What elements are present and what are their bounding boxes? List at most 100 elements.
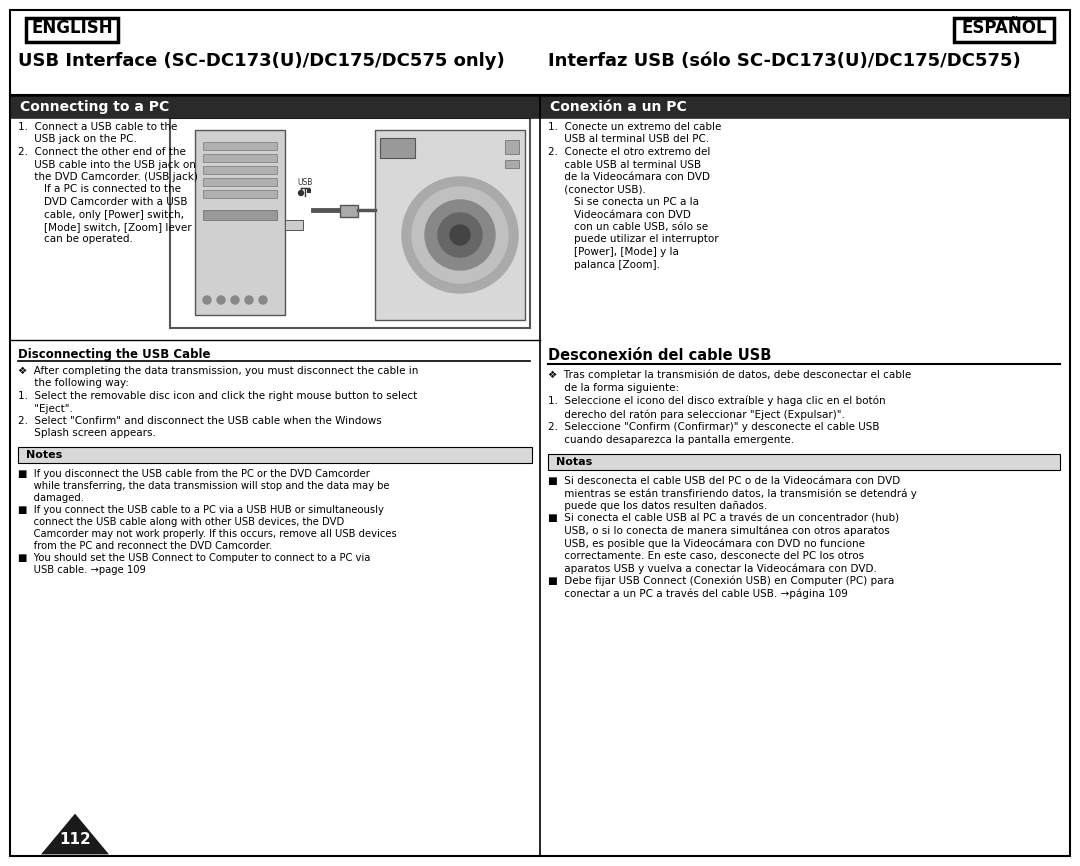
Bar (10, 96, 540, 118)
Text: Camcorder may not work properly. If this occurs, remove all USB devices: Camcorder may not work properly. If this… (18, 529, 396, 539)
Bar (203, 166, 276, 174)
Text: connect the USB cable along with other USB devices, the DVD: connect the USB cable along with other U… (18, 517, 345, 527)
Bar (203, 210, 276, 220)
Circle shape (411, 187, 508, 283)
Text: ESPAÑOL: ESPAÑOL (961, 19, 1047, 37)
Circle shape (298, 191, 303, 196)
Text: cable, only [Power] switch,: cable, only [Power] switch, (18, 210, 184, 219)
Text: Interfaz USB (sólo SC-DC173(U)/DC175/DC575): Interfaz USB (sólo SC-DC173(U)/DC175/DC5… (548, 52, 1021, 70)
Text: cable USB al terminal USB: cable USB al terminal USB (548, 159, 701, 170)
Bar (375, 130, 525, 320)
Text: USB jack on the PC.: USB jack on the PC. (18, 134, 137, 145)
Polygon shape (41, 813, 109, 855)
Bar (203, 154, 276, 162)
Text: (conector USB).: (conector USB). (548, 184, 646, 195)
Circle shape (259, 296, 267, 304)
Bar (548, 454, 1059, 470)
Text: while transferring, the data transmission will stop and the data may be: while transferring, the data transmissio… (18, 481, 390, 491)
Bar (954, 18, 1054, 42)
Bar (380, 138, 415, 158)
Text: aparatos USB y vuelva a conectar la Videocámara con DVD.: aparatos USB y vuelva a conectar la Vide… (548, 564, 877, 574)
Bar (340, 205, 357, 217)
Bar (203, 178, 276, 186)
Text: [Mode] switch, [Zoom] lever: [Mode] switch, [Zoom] lever (18, 222, 191, 232)
Text: 112: 112 (59, 831, 91, 847)
Circle shape (426, 200, 495, 270)
Text: If a PC is connected to the: If a PC is connected to the (18, 184, 181, 195)
Circle shape (231, 296, 239, 304)
Text: ■  If you disconnect the USB cable from the PC or the DVD Camcorder: ■ If you disconnect the USB cable from t… (18, 469, 369, 479)
Text: ❖  After completing the data transmission, you must disconnect the cable in: ❖ After completing the data transmission… (18, 366, 418, 376)
Text: de la forma siguiente:: de la forma siguiente: (548, 383, 679, 393)
Circle shape (245, 296, 253, 304)
Bar (285, 220, 303, 230)
Text: 2.  Connect the other end of the: 2. Connect the other end of the (18, 147, 186, 157)
Text: 1.  Connect a USB cable to the: 1. Connect a USB cable to the (18, 122, 177, 132)
Bar (195, 130, 285, 315)
Text: can be operated.: can be operated. (18, 235, 133, 244)
Text: puede que los datos resulten dañados.: puede que los datos resulten dañados. (548, 501, 767, 511)
Text: palanca [Zoom].: palanca [Zoom]. (548, 260, 660, 269)
Text: correctamente. En este caso, desconecte del PC los otros: correctamente. En este caso, desconecte … (548, 551, 864, 561)
Circle shape (438, 213, 482, 257)
Text: USB: USB (297, 178, 313, 187)
Text: the DVD Camcorder. (USB jack): the DVD Camcorder. (USB jack) (18, 172, 198, 182)
Text: 1.  Select the removable disc icon and click the right mouse button to select: 1. Select the removable disc icon and cl… (18, 391, 417, 401)
Text: USB cable. →page 109: USB cable. →page 109 (18, 565, 146, 575)
Text: USB cable into the USB jack on: USB cable into the USB jack on (18, 159, 195, 170)
Text: Si se conecta un PC a la: Si se conecta un PC a la (548, 197, 699, 207)
Text: ■  Si desconecta el cable USB del PC o de la Videocámara con DVD: ■ Si desconecta el cable USB del PC o de… (548, 476, 901, 486)
Text: "Eject".: "Eject". (18, 404, 72, 413)
Text: Desconexión del cable USB: Desconexión del cable USB (548, 348, 771, 363)
Bar (18, 447, 532, 463)
Text: Disconnecting the USB Cable: Disconnecting the USB Cable (18, 348, 211, 361)
Text: conectar a un PC a través del cable USB. →página 109: conectar a un PC a través del cable USB.… (548, 589, 848, 599)
Text: Splash screen appears.: Splash screen appears. (18, 429, 156, 438)
Text: 2.  Select "Confirm" and disconnect the USB cable when the Windows: 2. Select "Confirm" and disconnect the U… (18, 416, 381, 426)
Bar (307, 189, 311, 193)
Circle shape (402, 177, 518, 293)
Text: cuando desaparezca la pantalla emergente.: cuando desaparezca la pantalla emergente… (548, 435, 794, 445)
Text: the following way:: the following way: (18, 378, 129, 389)
Text: ■  Debe fijar USB Connect (Conexión USB) en Computer (PC) para: ■ Debe fijar USB Connect (Conexión USB) … (548, 576, 894, 586)
Bar (203, 142, 276, 150)
Text: Connecting to a PC: Connecting to a PC (21, 100, 170, 114)
Text: 1.  Conecte un extremo del cable: 1. Conecte un extremo del cable (548, 122, 721, 132)
Bar (505, 140, 519, 154)
Text: Videocámara con DVD: Videocámara con DVD (548, 210, 691, 219)
Text: Notas: Notas (556, 457, 592, 467)
Text: damaged.: damaged. (18, 493, 84, 503)
Text: ENGLISH: ENGLISH (31, 19, 112, 37)
Text: from the PC and reconnect the DVD Camcorder.: from the PC and reconnect the DVD Camcor… (18, 541, 272, 551)
Bar (170, 118, 530, 328)
Text: ■  If you connect the USB cable to a PC via a USB HUB or simultaneously: ■ If you connect the USB cable to a PC v… (18, 505, 383, 515)
Bar (540, 96, 1070, 118)
Text: USB, es posible que la Videocámara con DVD no funcione: USB, es posible que la Videocámara con D… (548, 539, 865, 549)
Text: ❖  Tras completar la transmisión de datos, debe desconectar el cable: ❖ Tras completar la transmisión de datos… (548, 370, 912, 380)
Bar (10, 96, 540, 118)
Text: ■  You should set the USB Connect to Computer to connect to a PC via: ■ You should set the USB Connect to Comp… (18, 553, 370, 563)
Text: 2.  Conecte el otro extremo del: 2. Conecte el otro extremo del (548, 147, 711, 157)
Text: de la Videocámara con DVD: de la Videocámara con DVD (548, 172, 710, 182)
Text: USB Interface (SC-DC173(U)/DC175/DC575 only): USB Interface (SC-DC173(U)/DC175/DC575 o… (18, 52, 504, 70)
Text: Notes: Notes (26, 450, 63, 460)
Text: con un cable USB, sólo se: con un cable USB, sólo se (548, 222, 708, 232)
Text: Conexión a un PC: Conexión a un PC (550, 100, 687, 114)
Text: puede utilizar el interruptor: puede utilizar el interruptor (548, 235, 718, 244)
Circle shape (450, 225, 470, 245)
Text: ■  Si conecta el cable USB al PC a través de un concentrador (hub): ■ Si conecta el cable USB al PC a través… (548, 514, 900, 524)
Bar (540, 96, 1070, 118)
Bar (203, 190, 276, 198)
Text: 2.  Seleccione "Confirm (Confirmar)" y desconecte el cable USB: 2. Seleccione "Confirm (Confirmar)" y de… (548, 422, 879, 432)
Bar (505, 160, 519, 168)
Text: DVD Camcorder with a USB: DVD Camcorder with a USB (18, 197, 188, 207)
Text: [Power], [Mode] y la: [Power], [Mode] y la (548, 247, 679, 257)
Text: mientras se están transfiriendo datos, la transmisión se detendrá y: mientras se están transfiriendo datos, l… (548, 488, 917, 499)
Text: USB, o si lo conecta de manera simultánea con otros aparatos: USB, o si lo conecta de manera simultáne… (548, 526, 890, 537)
Bar (26, 18, 118, 42)
Text: derecho del ratón para seleccionar "Eject (Expulsar)".: derecho del ratón para seleccionar "Ejec… (548, 409, 845, 419)
Text: USB al terminal USB del PC.: USB al terminal USB del PC. (548, 134, 710, 145)
Text: 1.  Seleccione el icono del disco extraíble y haga clic en el botón: 1. Seleccione el icono del disco extraíb… (548, 396, 886, 406)
Circle shape (217, 296, 225, 304)
Circle shape (203, 296, 211, 304)
